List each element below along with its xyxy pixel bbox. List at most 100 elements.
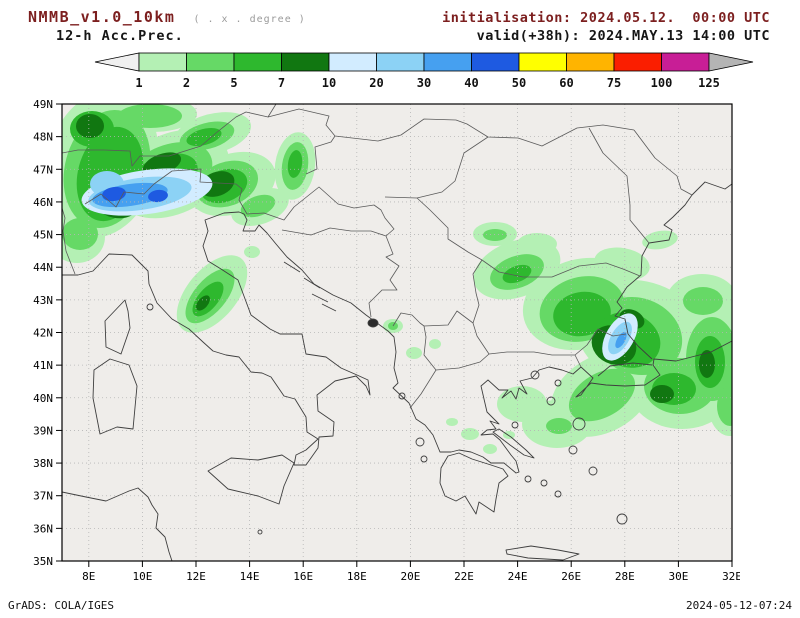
precip-area	[568, 368, 636, 422]
lake-marker	[367, 318, 379, 328]
coast-euboea	[492, 428, 535, 459]
initialisation-label: initialisation: 2024.05.12. 00:00 UTC	[442, 10, 770, 26]
precip-area	[461, 428, 479, 440]
island-elba	[146, 303, 154, 311]
colorbar-value-label: 75	[607, 76, 621, 90]
precip-area	[429, 339, 441, 349]
precip-area	[650, 385, 674, 403]
coast-north-africa	[62, 487, 173, 561]
colorbar-value-label: 60	[559, 76, 573, 90]
colorbar-segment	[233, 52, 282, 72]
border-croatia-bosnia	[281, 227, 387, 237]
lon-label: 32E	[722, 570, 740, 583]
colorbar-segment	[471, 52, 520, 72]
border-romania-bulgaria-danube	[481, 259, 641, 278]
border-france-italy	[62, 207, 76, 275]
lat-label: 46N	[33, 196, 53, 209]
colorbar-value-label: 2	[183, 76, 190, 90]
coast-crete	[505, 545, 580, 561]
map-container: 49N 48N 47N 46N 45N 44N 43N 42N 41N 40N 39N 38N 37N 3…	[0, 96, 800, 592]
island-samos	[588, 466, 598, 476]
border-danube-carpathian	[267, 108, 635, 147]
model-title: NMMB_v1.0_10km	[28, 8, 176, 26]
lat-label: 47N	[33, 163, 53, 176]
colorbar-segment	[613, 52, 662, 72]
lat-label: 49N	[33, 98, 53, 111]
island-limnos	[546, 396, 556, 406]
precip-area	[546, 418, 572, 434]
lat-label: 44N	[33, 261, 53, 274]
island-lesbos	[572, 417, 586, 431]
colorbar-value-label: 10	[322, 76, 336, 90]
island-samothrace	[554, 379, 562, 387]
precip-area	[186, 127, 222, 147]
border-montenegro-albania	[392, 312, 437, 409]
lat-label: 38N	[33, 457, 53, 470]
lat-label: 35N	[33, 555, 53, 568]
gridlines	[62, 104, 732, 561]
precip-area	[196, 295, 210, 311]
lon-label: 14E	[240, 570, 260, 583]
lat-label: 43N	[33, 294, 53, 307]
lon-label: 18E	[347, 570, 367, 583]
lon-label: 28E	[615, 570, 635, 583]
lon-label: 30E	[668, 570, 688, 583]
lon-label: 12E	[186, 570, 206, 583]
colorbar-value-label: 30	[417, 76, 431, 90]
island-kefalonia	[415, 437, 425, 447]
header-row-1: NMMB_v1.0_10km ( . x . degree ) initiali…	[0, 0, 800, 26]
border-dniester	[633, 129, 693, 196]
colorbar-overflow-arrow	[708, 52, 754, 72]
coast-adriatic-greece	[242, 213, 732, 474]
coast-black-sea-west	[614, 181, 732, 360]
resolution-note: ( . x . degree )	[193, 14, 306, 25]
island-malta	[257, 529, 263, 535]
precip-area	[699, 350, 715, 378]
precip-area	[517, 233, 557, 255]
product-label: 12-h Acc.Prec.	[56, 28, 184, 44]
border-serbia-bulgaria	[472, 259, 483, 324]
precip-area	[406, 347, 422, 359]
precip-area	[244, 246, 260, 258]
colorbar-segment	[376, 52, 425, 72]
map: 49N 48N 47N 46N 45N 44N 43N 42N 41N 40N 39N 38N 37N 3…	[33, 98, 742, 583]
coast-italy	[62, 211, 371, 466]
lon-label: 10E	[132, 570, 152, 583]
lat-label: 39N	[33, 424, 53, 437]
lat-label: 42N	[33, 327, 53, 340]
coast-marmara-north	[597, 362, 653, 377]
colorbar-underflow-arrow	[94, 52, 140, 72]
precip-area	[102, 186, 126, 202]
border-greece-turkey-evros	[574, 354, 582, 368]
colorbar-segment	[138, 52, 187, 72]
lat-label: 36N	[33, 522, 53, 535]
precip-area	[483, 444, 497, 454]
grads-credit: GrADS: COLA/IGES	[8, 599, 114, 612]
coast-sicily	[207, 454, 295, 505]
border-alps-ridge	[84, 168, 248, 215]
island-sporades	[511, 421, 519, 429]
island-corfu	[398, 392, 406, 400]
colorbar-value-label: 50	[512, 76, 526, 90]
colorbar-value-label: 20	[369, 76, 383, 90]
precip-area	[553, 291, 611, 337]
colorbar-value-label: 125	[698, 76, 720, 90]
border-central-europe-north	[62, 104, 277, 167]
coastlines	[62, 181, 732, 561]
header-row-2: 12-h Acc.Prec. valid(+38h): 2024.MAY.13 …	[0, 26, 800, 44]
precip-area	[446, 418, 458, 426]
colorbar-value-label: 5	[230, 76, 237, 90]
colorbar-segment	[518, 52, 567, 72]
lat-label: 48N	[33, 131, 53, 144]
precip-area	[76, 114, 104, 138]
precip-area	[615, 331, 627, 349]
colorbar-value-label: 7	[278, 76, 285, 90]
coast-sardinia	[92, 358, 138, 435]
border-macedonia-bulgaria	[472, 322, 490, 355]
precip-area	[497, 386, 547, 422]
border-drina-montenegro	[368, 235, 400, 318]
coast-corsica	[104, 299, 131, 355]
colorbar: 1 2 5 7 10 20 30 40 50 60 75 100 125	[94, 50, 800, 94]
colorbar-segment	[566, 52, 615, 72]
colorbar-svg: 1 2 5 7 10 20 30 40 50 60 75 100 125	[94, 52, 754, 90]
